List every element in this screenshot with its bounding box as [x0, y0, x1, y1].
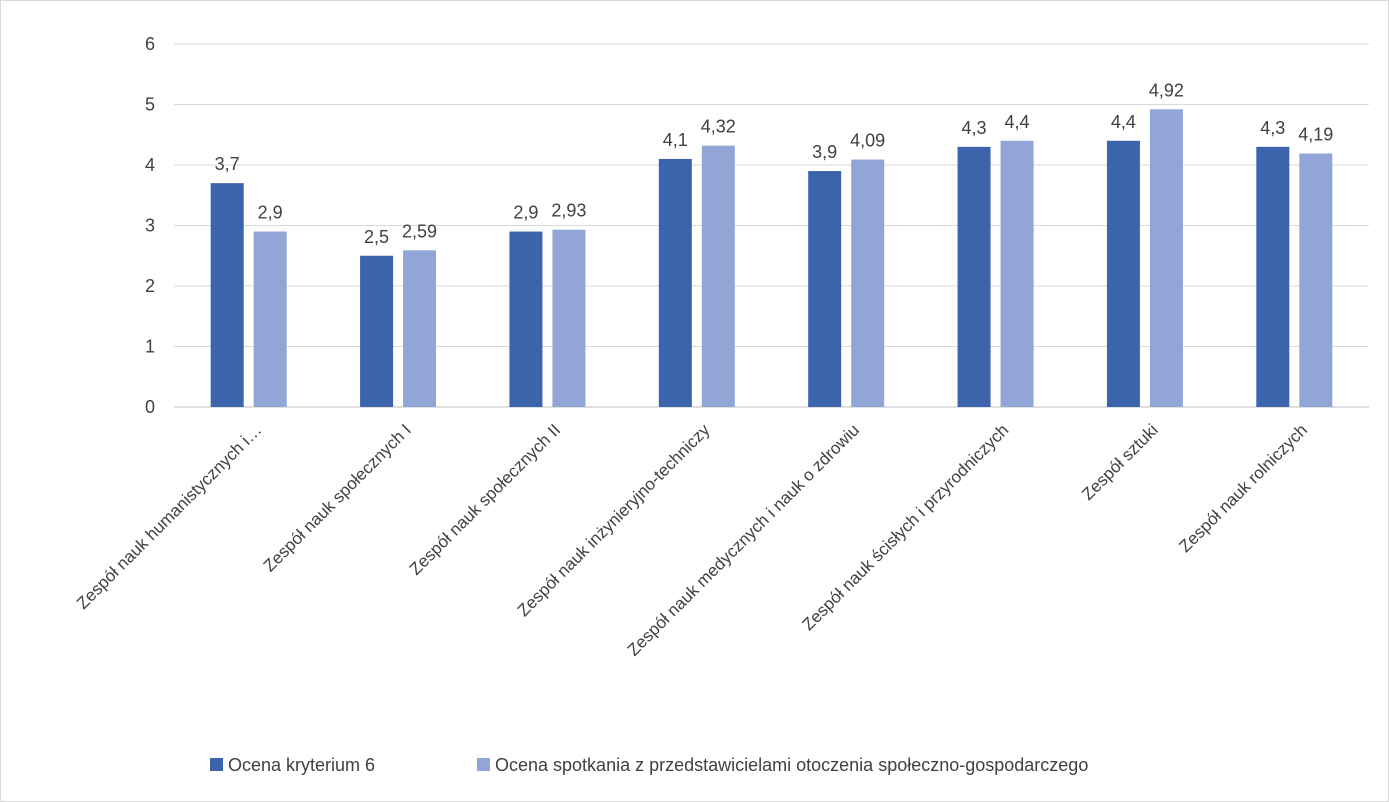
data-label: 3,7	[215, 154, 240, 174]
data-label: 4,19	[1298, 125, 1333, 145]
x-category-label: Zespół nauk społecznych I	[260, 420, 415, 575]
x-category-label: Zespół sztuki	[1078, 420, 1162, 504]
data-label: 2,9	[258, 203, 283, 223]
category-labels: Zespół nauk humanistycznych i…Zespół nau…	[73, 420, 1311, 660]
data-label: 4,4	[1005, 112, 1030, 132]
data-label: 2,9	[513, 203, 538, 223]
bar-series2-8	[1299, 153, 1333, 407]
y-tick-label: 0	[145, 397, 155, 417]
data-label: 4,1	[663, 130, 688, 150]
y-tick-label: 2	[145, 276, 155, 296]
bar-series1-2	[360, 255, 394, 407]
bar-series2-5	[851, 159, 885, 407]
data-label: 2,5	[364, 227, 389, 247]
x-category-label: Zespół nauk społecznych II	[406, 420, 564, 578]
bar-series2-2	[403, 250, 437, 407]
bar-series1-3	[509, 231, 543, 407]
y-tick-label: 6	[145, 34, 155, 54]
legend-label: Ocena kryterium 6	[228, 755, 375, 775]
legend-swatch	[477, 758, 490, 771]
data-label: 3,9	[812, 142, 837, 162]
x-category-label: Zespół nauk medycznych i nauk o zdrowiu	[624, 420, 863, 659]
x-category-label: Zespół nauk rolniczych	[1175, 420, 1311, 556]
bar-series1-5	[808, 171, 842, 407]
bar-series2-6	[1000, 140, 1034, 408]
y-tick-label: 3	[145, 216, 155, 236]
data-label: 4,32	[701, 117, 736, 137]
legend-label: Ocena spotkania z przedstawicielami otoc…	[495, 755, 1088, 775]
bar-series2-4	[701, 145, 735, 407]
bar-series2-7	[1149, 109, 1183, 407]
legend: Ocena kryterium 6 Ocena spotkania z przed…	[210, 755, 1088, 775]
x-category-label: Zespół nauk humanistycznych i…	[73, 420, 265, 612]
data-label: 2,93	[551, 201, 586, 221]
bar-series1-8	[1256, 146, 1290, 407]
bar-series1-7	[1106, 140, 1140, 408]
bars	[210, 109, 1333, 408]
bar-series1-6	[957, 146, 991, 407]
data-label: 4,3	[1260, 118, 1285, 138]
bar-series2-1	[253, 231, 287, 407]
data-label: 4,4	[1111, 112, 1136, 132]
data-labels: 3,7 2,9 2,5 2,59 2,9 2,93 4,1 4,32 3,9 4,09 4,3 4,4…	[215, 80, 1334, 246]
bar-series2-3	[552, 229, 586, 407]
data-label: 4,92	[1149, 80, 1184, 100]
y-tick-label: 1	[145, 337, 155, 357]
data-label: 4,3	[962, 118, 987, 138]
gridlines	[174, 43, 1369, 408]
data-label: 2,59	[402, 221, 437, 241]
legend-swatch	[210, 758, 223, 771]
y-tick-label: 4	[145, 155, 155, 175]
y-axis-ticks: 0 1 2 3 4 5 6	[145, 34, 155, 417]
data-label: 4,09	[850, 131, 885, 151]
bar-series1-1	[210, 183, 244, 407]
bar-series1-4	[658, 158, 692, 407]
y-tick-label: 5	[145, 95, 155, 115]
